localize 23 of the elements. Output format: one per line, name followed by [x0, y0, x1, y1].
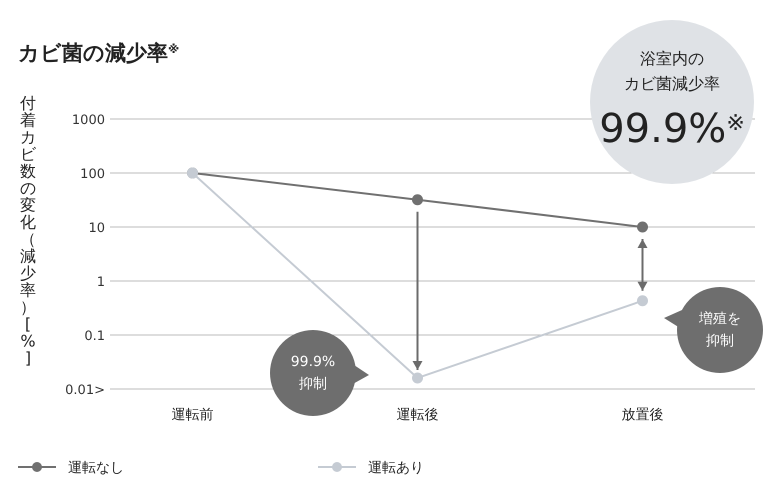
annotation: 抑制	[706, 333, 734, 349]
y-tick-label: 10	[88, 221, 105, 236]
x-tick-label: 運転前	[172, 407, 214, 423]
y-tick-label: 0.1	[84, 329, 105, 344]
legend-label: 運転あり	[368, 460, 424, 476]
point	[637, 222, 648, 232]
y-tick-label: 1000	[72, 113, 105, 128]
x-tick-label: 運転後	[396, 407, 438, 423]
y-tick-label: 1	[96, 275, 105, 290]
chart-title: カビ菌の減少率$^{※}$	[18, 41, 180, 65]
annotation: 増殖を	[698, 310, 741, 327]
y-tick-label: 0.01>	[65, 383, 105, 398]
legend-label: 運転なし	[68, 460, 124, 476]
x-tick-label: 放置後	[622, 407, 664, 423]
annotation: 99.9%	[290, 354, 336, 370]
y-tick-label: 100	[80, 167, 105, 182]
point	[412, 194, 423, 206]
annotation: 抑制	[299, 376, 327, 392]
annotation: 99.9%$^{※}$	[599, 106, 745, 152]
text: 付着カビ数の変化（減少率）[%]	[20, 94, 36, 368]
annotation-callout: 浴室内の カビ菌減少率 99.9%$^{※}$	[590, 20, 754, 184]
point	[637, 295, 648, 306]
point	[412, 372, 423, 384]
